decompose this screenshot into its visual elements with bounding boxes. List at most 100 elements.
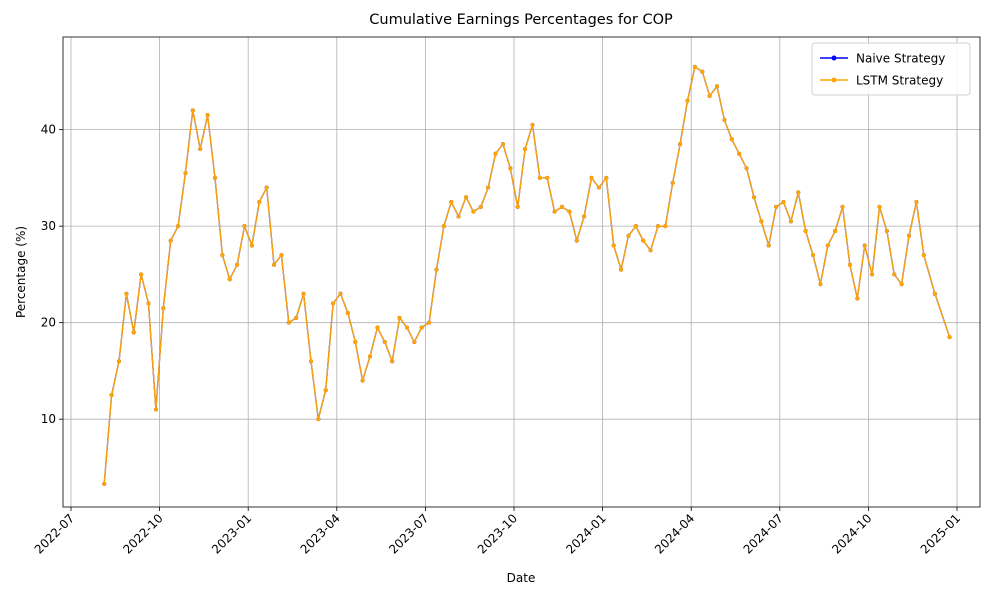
data-point <box>692 64 697 69</box>
data-point <box>109 393 114 398</box>
data-point <box>131 330 136 335</box>
data-point <box>249 243 254 248</box>
data-point <box>434 267 439 272</box>
data-point <box>559 204 564 209</box>
data-point <box>323 388 328 393</box>
data-point <box>168 238 173 243</box>
data-point <box>508 166 513 171</box>
data-point <box>715 84 720 89</box>
data-point <box>707 93 712 98</box>
data-point <box>947 335 952 340</box>
data-point <box>811 253 816 258</box>
data-point <box>161 306 166 311</box>
data-point <box>744 166 749 171</box>
legend-marker <box>831 55 837 61</box>
data-point <box>456 214 461 219</box>
data-point <box>493 151 498 156</box>
data-point <box>626 233 631 238</box>
data-point <box>862 243 867 248</box>
data-point <box>449 200 454 205</box>
data-point <box>530 122 535 127</box>
data-point <box>921 253 926 258</box>
data-point <box>198 146 203 151</box>
data-point <box>272 262 277 267</box>
data-point <box>382 339 387 344</box>
data-point <box>870 272 875 277</box>
data-point <box>286 320 291 325</box>
data-point <box>818 282 823 287</box>
data-point <box>279 253 284 258</box>
data-point <box>227 277 232 282</box>
data-point <box>700 69 705 74</box>
data-point <box>464 195 469 200</box>
data-point <box>220 253 225 258</box>
data-point <box>176 224 181 229</box>
data-point <box>419 325 424 330</box>
data-point <box>500 142 505 147</box>
data-point <box>781 200 786 205</box>
data-point <box>855 296 860 301</box>
data-point <box>242 224 247 229</box>
data-point <box>146 301 151 306</box>
data-point <box>523 146 528 151</box>
x-axis-label: Date <box>507 571 536 585</box>
data-point <box>537 175 542 180</box>
data-point <box>153 407 158 412</box>
data-point <box>124 291 129 296</box>
legend-label: LSTM Strategy <box>856 74 943 88</box>
data-point <box>729 137 734 142</box>
data-point <box>441 224 446 229</box>
data-point <box>427 320 432 325</box>
data-point <box>796 190 801 195</box>
data-point <box>338 291 343 296</box>
data-point <box>589 175 594 180</box>
data-point <box>840 204 845 209</box>
data-point <box>404 325 409 330</box>
data-point <box>360 378 365 383</box>
chart-title: Cumulative Earnings Percentages for COP <box>369 12 673 28</box>
data-point <box>212 175 217 180</box>
legend-label: Naive Strategy <box>856 52 945 66</box>
data-point <box>833 228 838 233</box>
data-point <box>390 359 395 364</box>
data-point <box>788 219 793 224</box>
legend-box <box>811 42 971 96</box>
data-point <box>932 291 937 296</box>
data-point <box>235 262 240 267</box>
data-point <box>308 359 313 364</box>
data-point <box>670 180 675 185</box>
data-point <box>678 142 683 147</box>
data-point <box>412 339 417 344</box>
data-point <box>552 209 557 214</box>
data-point <box>611 243 616 248</box>
data-point <box>766 243 771 248</box>
data-point <box>257 200 262 205</box>
data-point <box>604 175 609 180</box>
series <box>102 64 952 486</box>
data-point <box>301 291 306 296</box>
data-point <box>655 224 660 229</box>
data-point <box>619 267 624 272</box>
data-point <box>641 238 646 243</box>
data-point <box>397 315 402 320</box>
data-point <box>633 224 638 229</box>
data-point <box>648 248 653 253</box>
data-point <box>722 117 727 122</box>
series-line <box>103 65 951 484</box>
data-point <box>685 98 690 103</box>
data-point <box>375 325 380 330</box>
data-point <box>190 108 195 113</box>
data-point <box>205 113 210 118</box>
data-point <box>663 224 668 229</box>
data-point <box>345 311 350 316</box>
y-tick-label: 30 <box>41 219 56 233</box>
data-point <box>847 262 852 267</box>
data-point <box>353 339 358 344</box>
data-point <box>368 354 373 359</box>
data-point <box>582 214 587 219</box>
data-point <box>825 243 830 248</box>
data-point <box>102 481 107 486</box>
data-point <box>294 315 299 320</box>
data-point <box>877 204 882 209</box>
